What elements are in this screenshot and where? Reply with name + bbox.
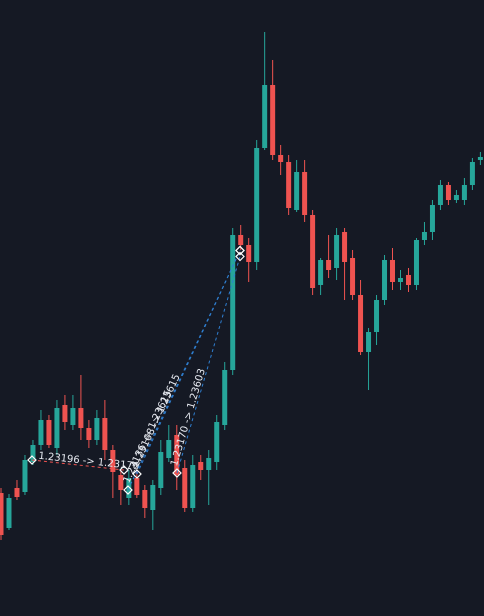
annotation-start bbox=[132, 469, 142, 479]
candle-body bbox=[334, 235, 340, 268]
candle-body bbox=[54, 408, 60, 448]
candle-body bbox=[86, 428, 92, 440]
candle-body bbox=[437, 185, 443, 205]
candle-body bbox=[38, 420, 44, 445]
candle-body bbox=[342, 232, 348, 262]
candle-body bbox=[286, 162, 292, 208]
candle-body bbox=[46, 420, 52, 445]
candle-body bbox=[326, 260, 332, 270]
candle-body bbox=[134, 478, 140, 495]
candle-body bbox=[0, 493, 4, 535]
candle-body bbox=[477, 157, 483, 160]
candle-body bbox=[150, 485, 156, 510]
candle-body bbox=[254, 148, 260, 262]
candle-body bbox=[22, 460, 28, 492]
candle-body bbox=[374, 300, 380, 332]
candle-body bbox=[413, 240, 419, 285]
candle-body bbox=[469, 162, 475, 185]
candle-body bbox=[6, 498, 12, 528]
candle-body bbox=[382, 260, 388, 300]
candle-body bbox=[398, 278, 403, 282]
candle-body bbox=[102, 418, 108, 450]
candle-body bbox=[294, 172, 300, 210]
candle-body bbox=[110, 450, 116, 472]
candle-body bbox=[302, 172, 308, 215]
candle-body bbox=[310, 215, 316, 288]
annotation-end bbox=[235, 251, 245, 262]
annotation-start bbox=[123, 485, 133, 495]
annotation-start bbox=[172, 468, 182, 478]
candle-body bbox=[318, 260, 324, 285]
candle-body bbox=[453, 195, 459, 200]
annotation-line bbox=[136, 250, 241, 475]
candle-body bbox=[118, 475, 124, 490]
annotation-end bbox=[235, 245, 245, 256]
annotation-line bbox=[176, 256, 241, 474]
candle-body bbox=[214, 422, 220, 462]
candle-body bbox=[278, 155, 284, 162]
annotation-end bbox=[119, 465, 129, 475]
candle-body bbox=[166, 440, 172, 458]
candle-body bbox=[142, 490, 148, 508]
candle-body bbox=[14, 488, 20, 497]
candle-body bbox=[366, 332, 372, 352]
candle-body bbox=[421, 232, 427, 240]
candle-body bbox=[238, 235, 244, 245]
candle-body bbox=[62, 405, 68, 422]
annotation-line bbox=[127, 250, 241, 491]
candle-body bbox=[230, 235, 236, 370]
candle-body bbox=[206, 458, 212, 470]
candle-body bbox=[70, 408, 76, 425]
candle-body bbox=[461, 185, 467, 200]
candle-body bbox=[198, 462, 204, 470]
candle-body bbox=[390, 260, 396, 282]
candle-body bbox=[429, 205, 435, 232]
annotation-start bbox=[27, 455, 37, 465]
candle-body bbox=[158, 452, 164, 488]
candle-body bbox=[78, 408, 84, 428]
candle-body bbox=[182, 468, 188, 508]
candle-body bbox=[30, 445, 36, 462]
candle-body bbox=[405, 275, 411, 285]
candle-body bbox=[174, 435, 180, 475]
candle-body bbox=[445, 185, 451, 200]
candle-body bbox=[190, 465, 196, 508]
candle-body bbox=[350, 258, 356, 295]
candle-body bbox=[262, 85, 268, 148]
candle-body bbox=[94, 418, 100, 440]
candle-body bbox=[246, 245, 252, 262]
candle-body bbox=[270, 85, 276, 155]
candle-body bbox=[358, 295, 364, 352]
candle-body bbox=[222, 370, 228, 425]
